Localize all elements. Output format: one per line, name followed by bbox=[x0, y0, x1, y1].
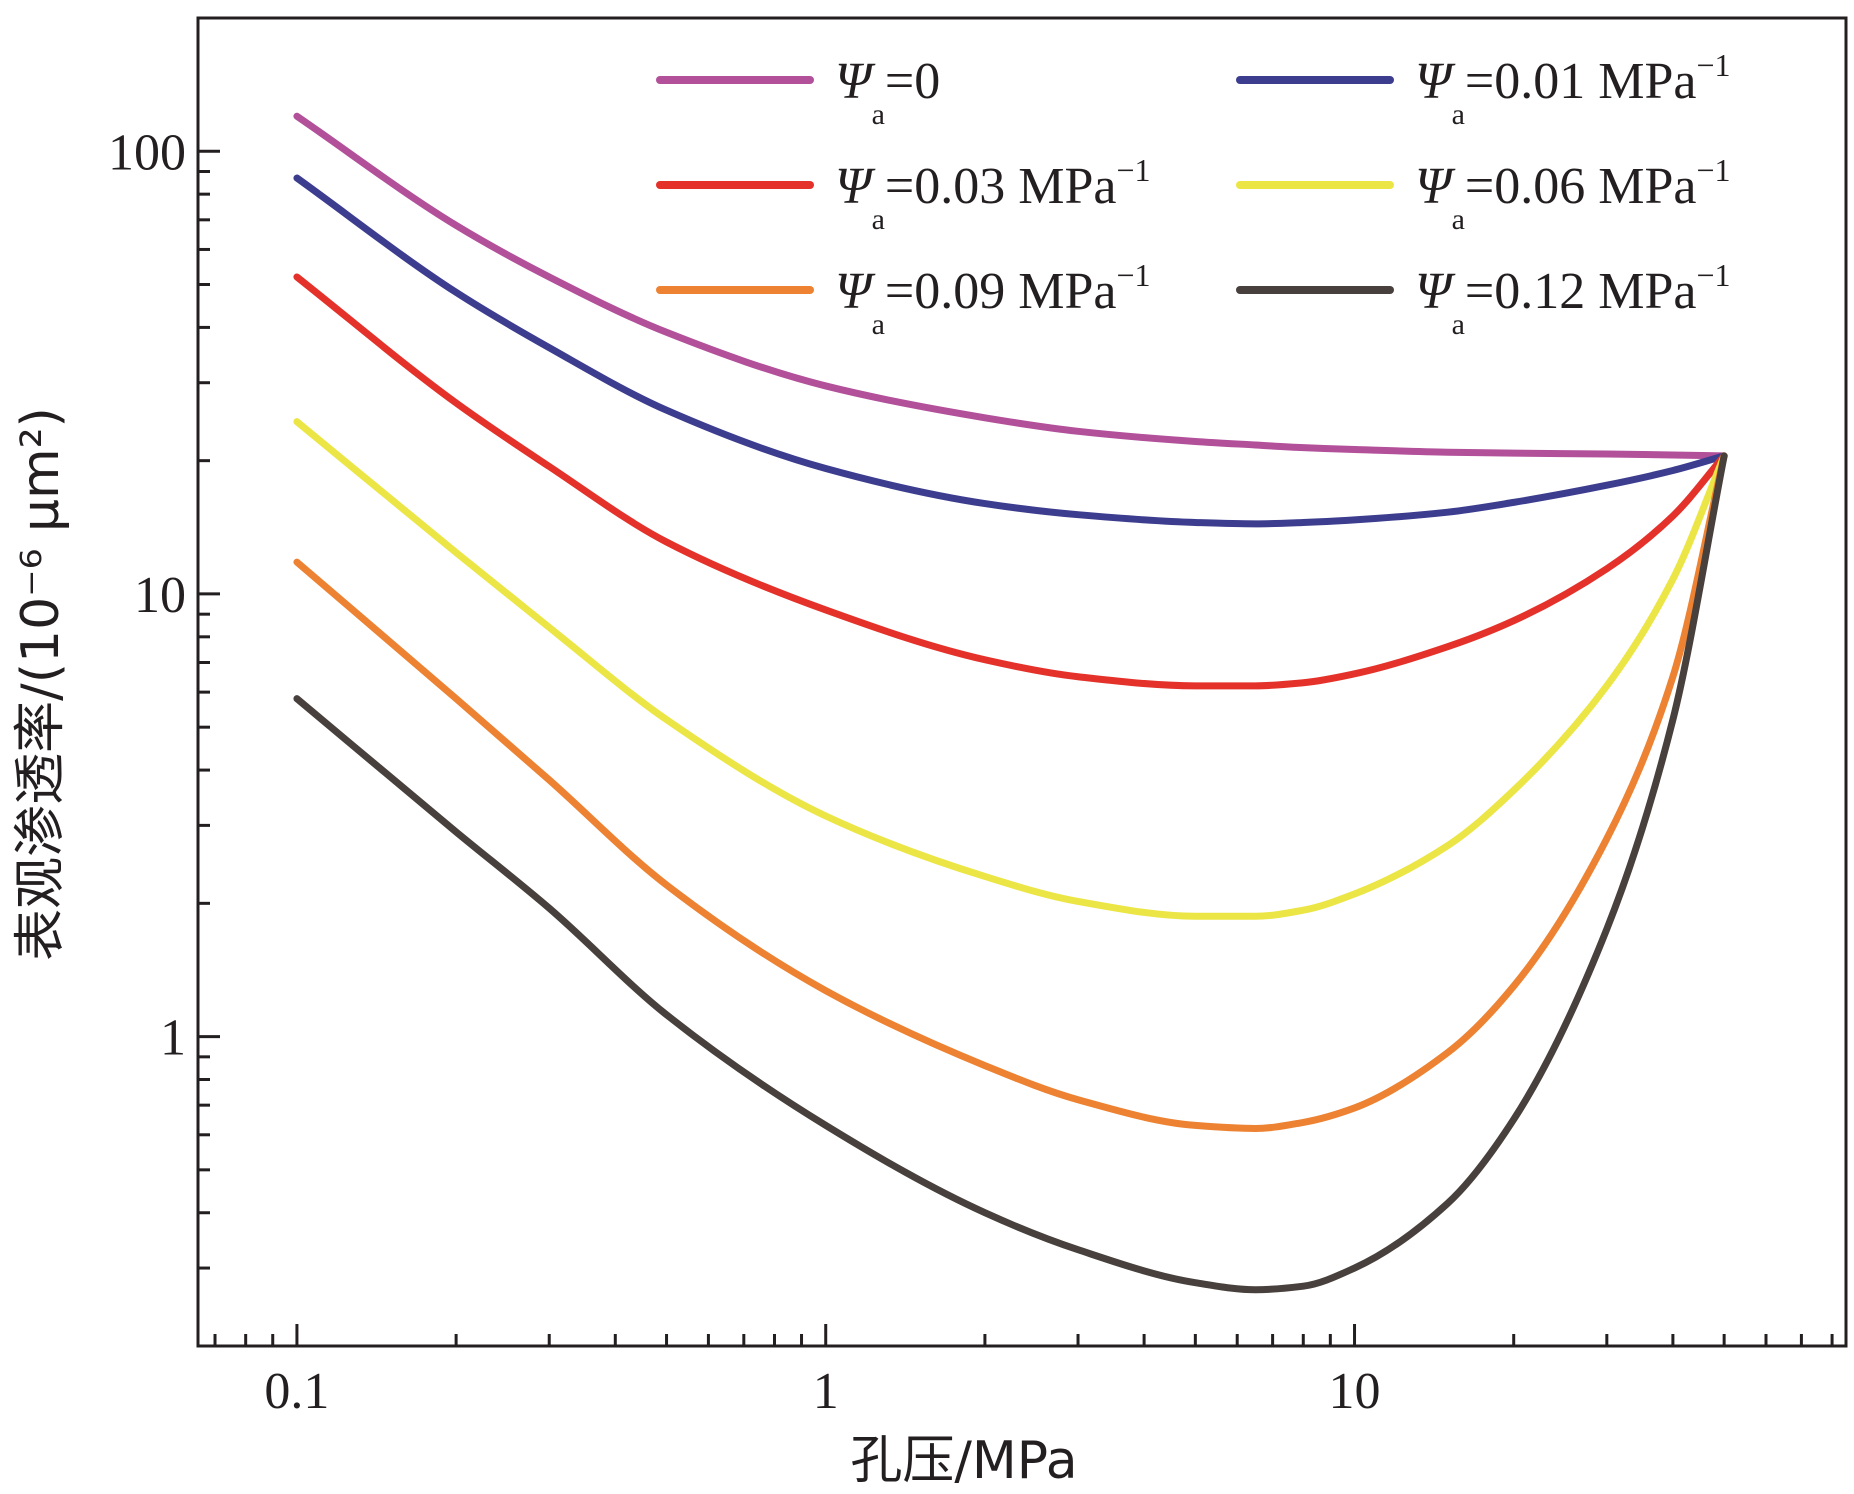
y-axis-title: 表观渗透率/(10⁻⁶ μm²) bbox=[11, 407, 71, 961]
legend: Ψa=0 Ψa=0.01 MPa−1 Ψa=0.03 MPa−1 Ψa=0.06 MP… bbox=[656, 47, 1731, 341]
legend-label-4: Ψa=0.06 MPa−1 bbox=[1415, 152, 1731, 236]
series-line-5 bbox=[293, 452, 1728, 1132]
x-tick-label: 0.1 bbox=[264, 1363, 329, 1420]
plot-border bbox=[196, 16, 1848, 1348]
legend-label-6: Ψa=0.12 MPa−1 bbox=[1415, 257, 1731, 341]
y-tick-label: 10 bbox=[134, 567, 186, 624]
x-axis-title: 孔压/MPa bbox=[850, 1431, 1077, 1491]
plot-area bbox=[196, 16, 1848, 1348]
series-line-6 bbox=[293, 452, 1728, 1294]
x-tick-label: 1 bbox=[813, 1363, 839, 1420]
legend-label-5: Ψa=0.09 MPa−1 bbox=[835, 257, 1151, 341]
legend-label-3: Ψa=0.03 MPa−1 bbox=[835, 152, 1151, 236]
series-line-2 bbox=[293, 174, 1728, 528]
series-line-1 bbox=[293, 112, 1728, 460]
x-tick-label: 10 bbox=[1329, 1363, 1381, 1420]
series-lines bbox=[293, 112, 1728, 1294]
legend-label-1: Ψa=0 bbox=[835, 53, 940, 131]
y-tick-label: 100 bbox=[108, 124, 186, 181]
series-line-4 bbox=[293, 418, 1728, 920]
axis-ticks: 0.1 1 10 1 10 100 bbox=[108, 16, 1834, 1420]
series-line-3 bbox=[293, 273, 1728, 690]
legend-label-2: Ψa=0.01 MPa−1 bbox=[1415, 47, 1731, 131]
y-tick-label: 1 bbox=[160, 1010, 186, 1067]
